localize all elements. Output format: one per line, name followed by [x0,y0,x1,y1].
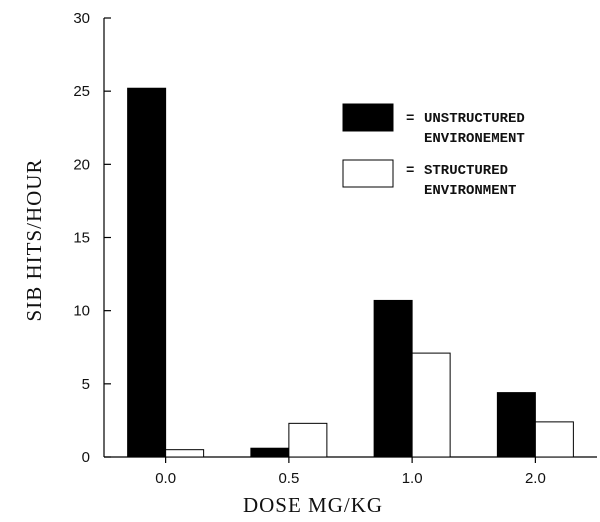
bar-structured-1 [288,422,328,458]
x-axis-title: DOSE MG/KG [243,493,383,517]
x-tick-label-2: 1.0 [402,470,423,487]
y-tick-label-0: 0 [82,449,90,466]
bar-unstructured-1 [250,447,290,458]
x-tick-label-0: 0.0 [155,470,176,487]
x-tick-label-1: 0.5 [278,470,299,487]
legend-swatch-unstructured [342,103,394,132]
y-tick-label-5: 25 [73,83,90,100]
y-tick-label-2: 10 [73,303,90,320]
legend-swatch-structured [342,159,394,188]
bar-structured-0 [165,449,205,458]
bar-structured-3 [534,421,574,458]
legend-label-unstructured-line1: UNSTRUCTURED [424,111,525,127]
legend-label-structured-line2: ENVIRONMENT [424,183,516,199]
y-tick-label-1: 5 [82,376,90,393]
legend-equals-structured: = [406,163,414,179]
legend-equals-unstructured: = [406,111,414,127]
bar-structured-2 [411,352,451,458]
legend-label-unstructured-line2: ENVIRONEMENT [424,131,525,147]
y-tick-label-3: 15 [73,230,90,247]
chart-bars [127,87,574,458]
chart-legend: = UNSTRUCTURED ENVIRONEMENT = STRUCTURED… [342,103,525,199]
y-axis-title: SIB HITS/HOUR [22,159,46,322]
bar-unstructured-0 [127,87,167,458]
y-tick-label-6: 30 [73,10,90,27]
y-tick-label-4: 20 [73,156,90,173]
bar-unstructured-3 [496,392,536,458]
legend-label-structured-line1: STRUCTURED [424,163,508,179]
x-tick-label-3: 2.0 [525,470,546,487]
bar-unstructured-2 [373,299,413,458]
